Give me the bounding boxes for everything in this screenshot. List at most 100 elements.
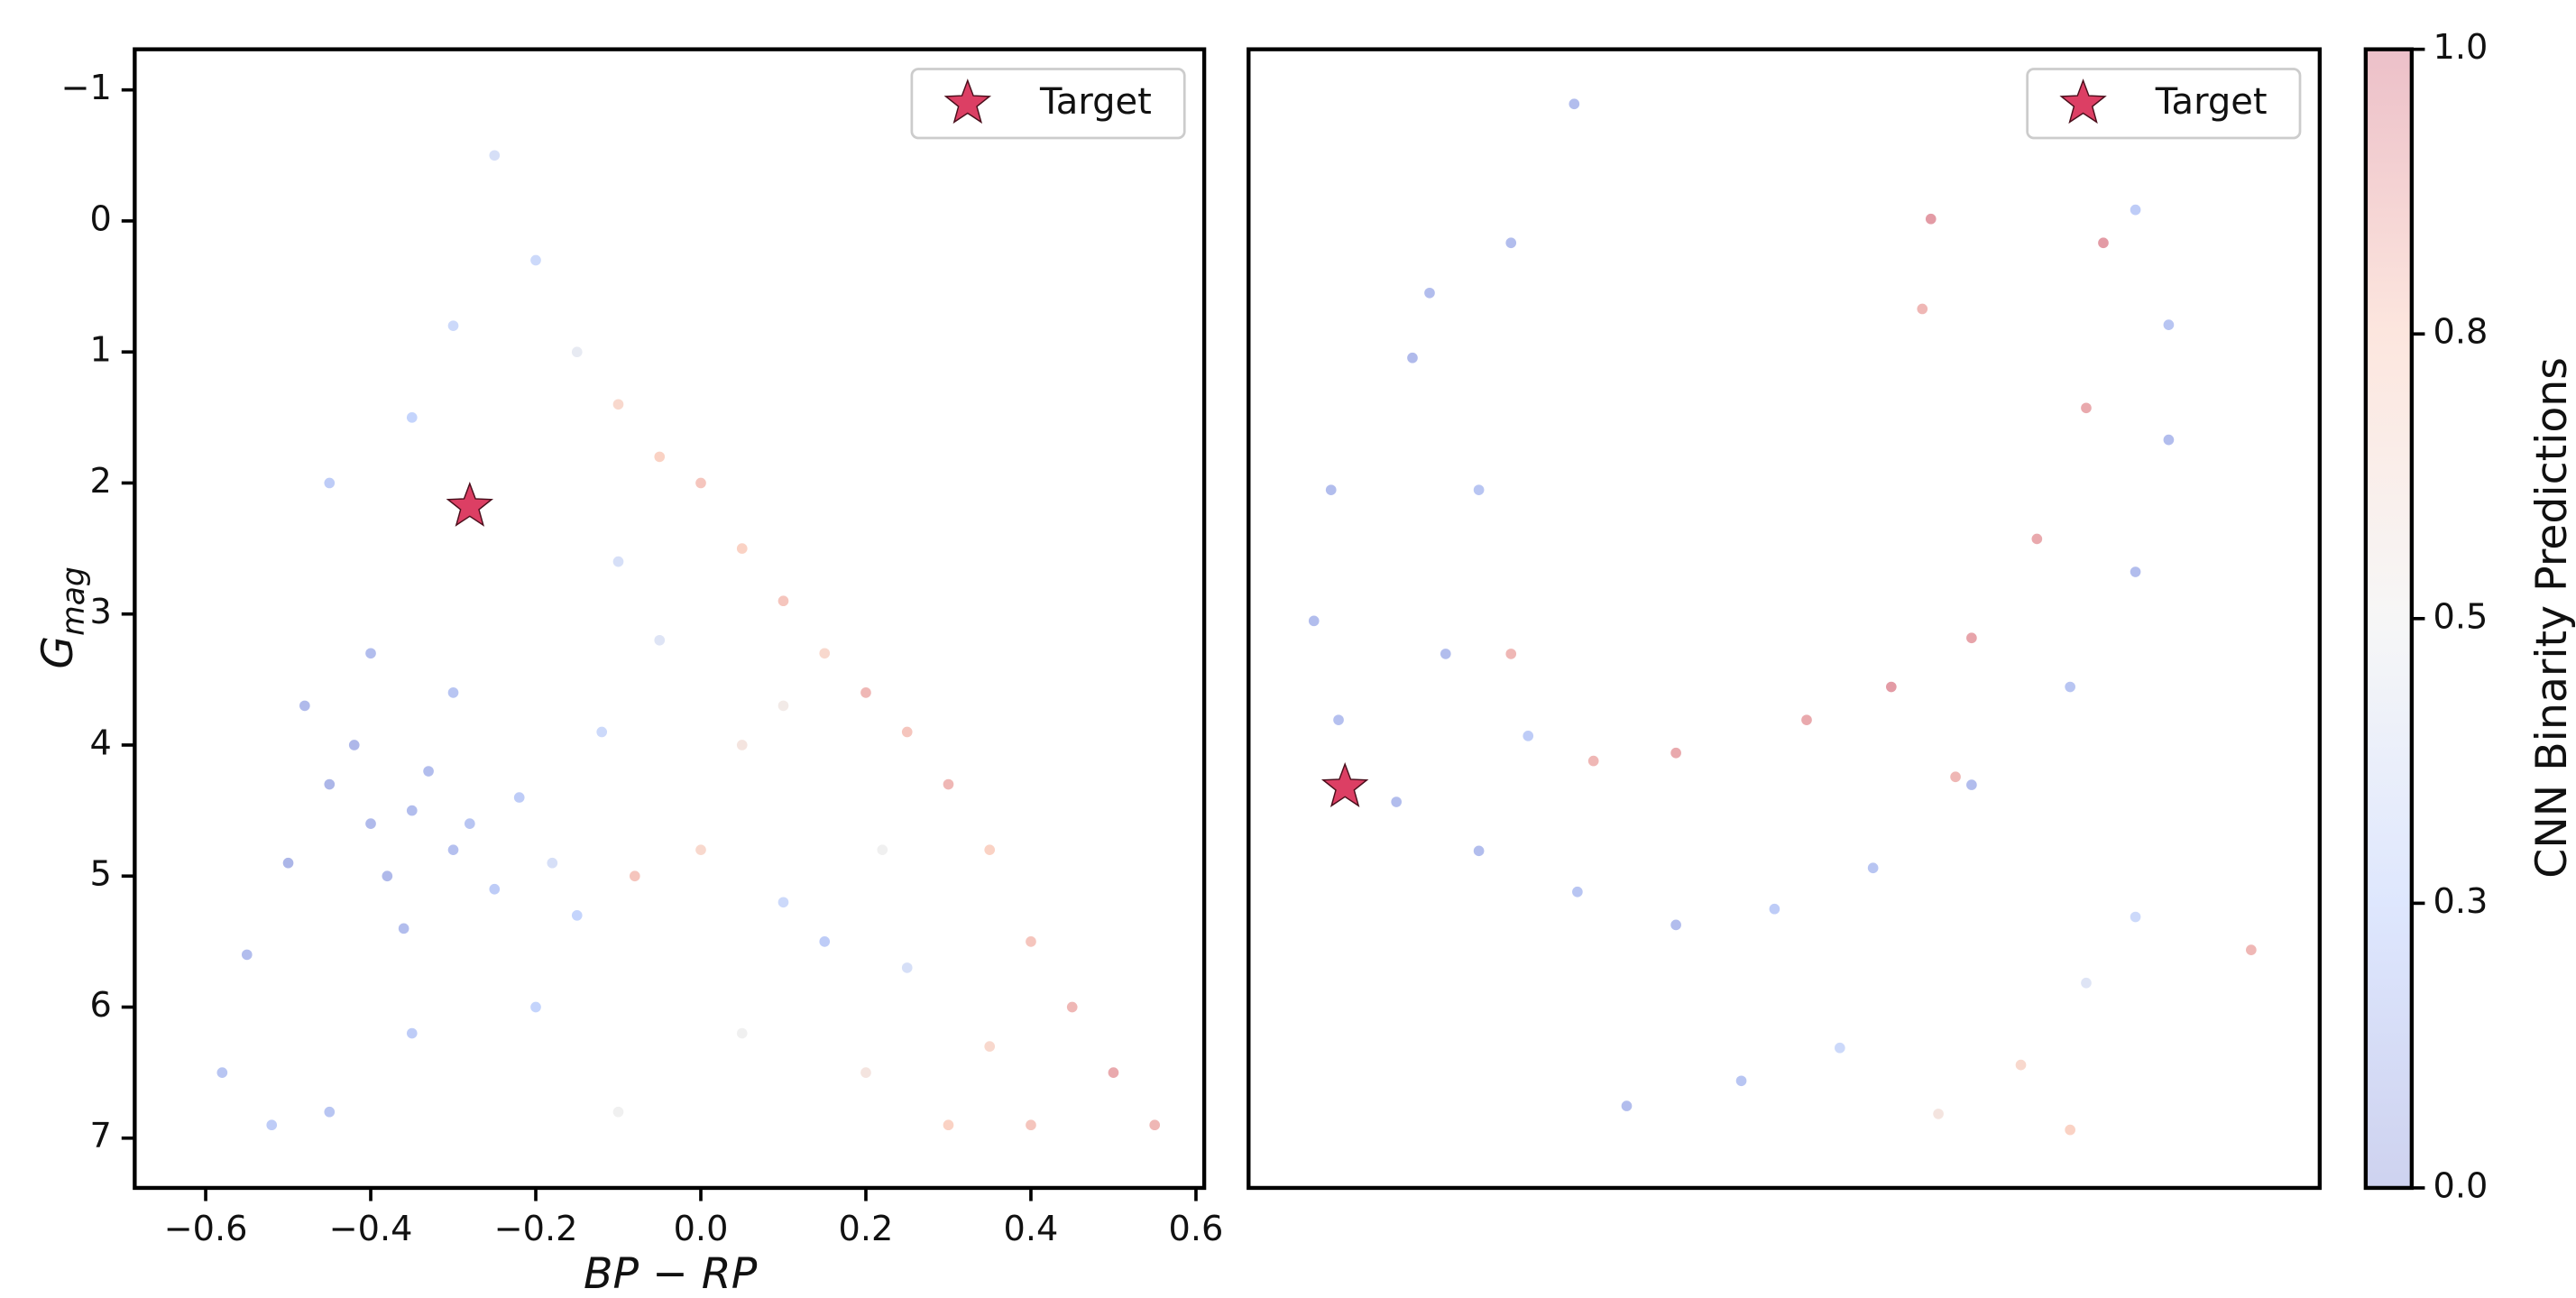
point	[2065, 1124, 2075, 1136]
point	[860, 687, 871, 698]
point	[1108, 1067, 1119, 1078]
point	[1391, 796, 1402, 807]
point	[216, 1067, 228, 1078]
point	[1407, 352, 1418, 364]
point	[1473, 484, 1485, 495]
colorbar-tick-label: 0.3	[2433, 881, 2489, 922]
point	[877, 844, 888, 856]
point	[695, 477, 706, 489]
x-tick-label: 0.6	[1169, 1209, 1224, 1249]
point	[1026, 1119, 1036, 1131]
point	[299, 700, 310, 712]
colorbar-label: CNN Binarity Predictions	[2527, 357, 2576, 879]
point	[777, 595, 789, 607]
point	[2031, 533, 2043, 545]
point	[654, 634, 666, 646]
point	[1587, 755, 1599, 767]
point	[1769, 903, 1780, 915]
point	[901, 962, 913, 973]
point	[654, 451, 666, 463]
x-tick-label: −0.6	[164, 1209, 248, 1249]
legend-label: Target	[1039, 81, 1152, 123]
point	[1867, 862, 1879, 874]
point	[2163, 434, 2175, 446]
colorbar-tick-label: 1.0	[2433, 27, 2489, 68]
point	[1670, 747, 1681, 759]
point	[2081, 402, 2092, 414]
point	[513, 792, 525, 803]
y-tick-label: 0	[90, 198, 112, 239]
point	[1066, 1001, 1078, 1013]
point	[406, 411, 418, 423]
point	[1917, 303, 1928, 315]
point	[819, 648, 831, 659]
point	[943, 778, 954, 790]
point	[629, 870, 640, 882]
point	[695, 844, 706, 856]
point	[1325, 484, 1337, 495]
point	[1966, 779, 1977, 790]
y-tick-label: 7	[90, 1116, 112, 1156]
point	[1834, 1042, 1845, 1054]
x-tick-label: 0.0	[674, 1209, 729, 1249]
point	[1505, 649, 1517, 659]
point	[984, 844, 996, 856]
legend-marker	[2059, 78, 2107, 124]
point	[2065, 681, 2075, 693]
y-tick-label: 2	[90, 461, 112, 502]
y-tick-label: 1	[90, 330, 112, 371]
axes-frame	[1247, 47, 2323, 1191]
point	[1621, 1100, 1633, 1111]
point	[2246, 944, 2257, 955]
x-tick-label: −0.2	[494, 1209, 578, 1249]
point	[489, 150, 501, 161]
point	[365, 648, 376, 659]
point	[547, 857, 558, 869]
point	[2130, 566, 2141, 577]
point	[1572, 886, 1583, 898]
point	[1308, 615, 1320, 627]
point	[2130, 911, 2141, 923]
colorbar-tick-label: 0.5	[2433, 596, 2489, 637]
x-tick-label: −0.4	[329, 1209, 413, 1249]
point	[324, 477, 336, 489]
point	[1966, 632, 1977, 644]
point	[736, 543, 748, 554]
legend-marker	[943, 78, 992, 124]
point	[1950, 771, 1961, 783]
point	[447, 320, 459, 331]
point	[324, 1106, 336, 1118]
y-axis-label-main: G	[33, 636, 83, 669]
point	[1473, 845, 1485, 857]
point	[736, 1027, 748, 1039]
point	[382, 870, 393, 882]
point	[282, 857, 294, 869]
point	[2081, 977, 2092, 989]
y-tick-label: 3	[90, 592, 112, 632]
point	[530, 1001, 541, 1013]
y-axis-label: Gmag	[33, 566, 92, 669]
target-marker	[1320, 762, 1369, 807]
y-tick-label: 5	[90, 854, 112, 895]
target-marker	[446, 482, 494, 527]
point	[571, 346, 583, 358]
point	[1505, 237, 1517, 249]
point	[1801, 714, 1812, 725]
point	[1933, 1109, 1944, 1119]
point	[777, 700, 789, 712]
point	[1569, 98, 1580, 110]
point	[241, 949, 253, 961]
x-tick-label: 0.2	[839, 1209, 894, 1249]
point	[1925, 213, 1937, 225]
y-tick-label: −1	[60, 68, 111, 108]
point	[406, 1027, 418, 1039]
point	[1149, 1119, 1161, 1131]
axes-frame	[133, 47, 1207, 1191]
point	[596, 726, 608, 738]
colorbar-tick-label: 0.0	[2433, 1165, 2489, 1206]
point	[348, 740, 360, 750]
point	[266, 1119, 278, 1131]
point	[612, 399, 624, 410]
x-tick-label: 0.4	[1004, 1209, 1059, 1249]
point	[860, 1067, 871, 1078]
